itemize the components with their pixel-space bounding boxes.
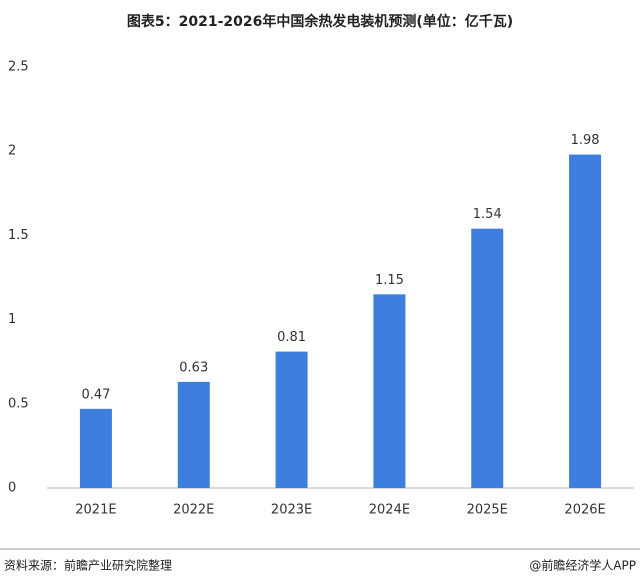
value-label: 0.47 (81, 387, 110, 402)
x-tick-label: 2023E (271, 503, 312, 518)
bar (177, 381, 210, 488)
x-tick-label: 2025E (467, 503, 508, 518)
value-label: 1.15 (375, 273, 404, 288)
y-tick-label: 1.5 (8, 228, 29, 243)
y-tick-label: 0 (8, 481, 16, 496)
x-tick-label: 2026E (564, 503, 605, 518)
y-tick-label: 2.5 (8, 60, 29, 75)
bar (471, 228, 504, 488)
bar (79, 408, 112, 488)
value-label: 1.98 (571, 133, 600, 148)
chart-title: 图表5：2021-2026年中国余热发电装机预测(单位：亿千瓦) (127, 13, 513, 30)
footer-credit: @前瞻经济学人APP (529, 558, 636, 573)
y-tick-label: 2 (8, 144, 16, 159)
x-tick-label: 2024E (369, 503, 410, 518)
value-label: 1.54 (473, 207, 502, 222)
y-tick-label: 0.5 (8, 396, 29, 411)
bar (569, 154, 602, 488)
bar (275, 351, 308, 488)
x-tick-label: 2021E (75, 503, 116, 518)
value-label: 0.81 (277, 330, 306, 345)
x-tick-label: 2022E (173, 503, 214, 518)
bar (373, 294, 406, 488)
y-tick-label: 1 (8, 312, 16, 327)
value-label: 0.63 (179, 360, 208, 375)
footer-source: 资料来源：前瞻产业研究院整理 (4, 558, 172, 573)
